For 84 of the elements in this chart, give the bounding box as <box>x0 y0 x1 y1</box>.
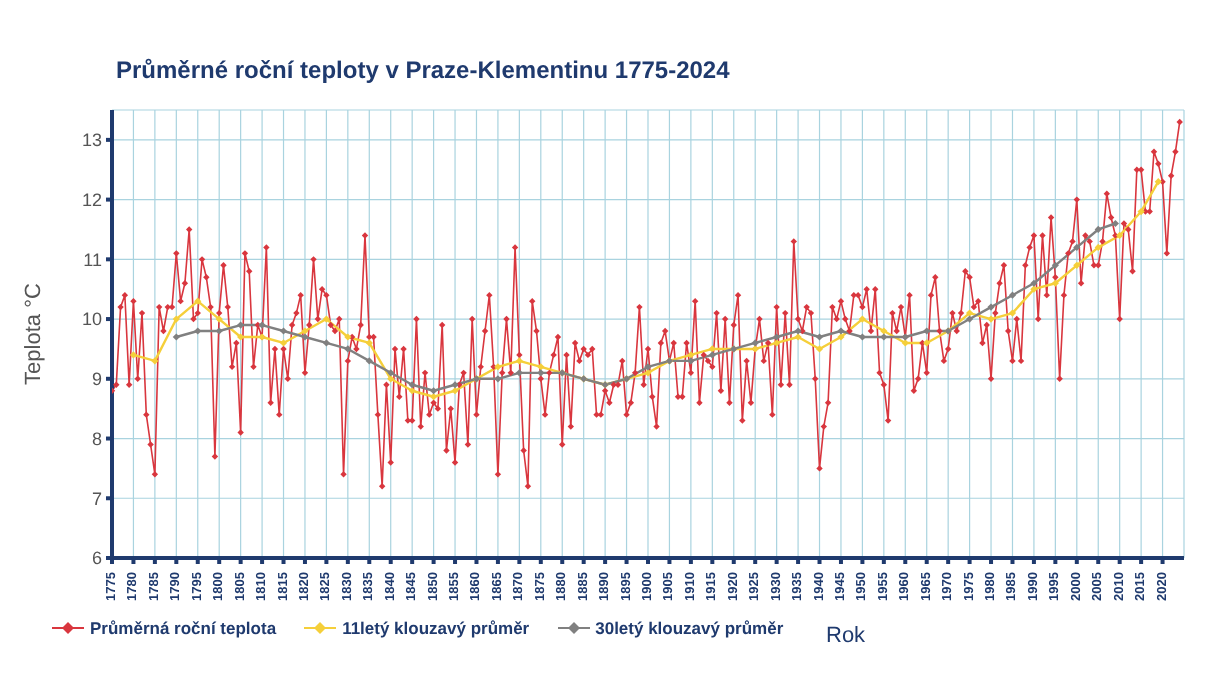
point <box>172 315 180 323</box>
point <box>451 381 459 389</box>
point <box>129 351 138 359</box>
point <box>301 333 309 341</box>
point <box>322 315 330 323</box>
y-tick-label: 12 <box>81 189 102 210</box>
point <box>1111 219 1119 228</box>
point <box>387 369 395 377</box>
point <box>279 327 288 335</box>
point <box>987 315 995 323</box>
point <box>858 333 866 341</box>
point <box>1094 243 1102 251</box>
point <box>1094 225 1102 234</box>
point <box>708 351 716 359</box>
point <box>515 369 523 377</box>
point <box>215 327 223 335</box>
point <box>1073 261 1081 269</box>
point <box>1030 285 1038 293</box>
point <box>1030 279 1038 287</box>
point <box>794 333 802 341</box>
point <box>494 375 502 383</box>
point <box>773 333 781 341</box>
point <box>537 363 545 371</box>
point <box>880 333 888 341</box>
point <box>258 321 266 329</box>
y-tick-label: 13 <box>81 130 102 151</box>
point <box>1008 309 1017 317</box>
point <box>1154 178 1162 186</box>
point <box>901 339 909 347</box>
point <box>322 339 330 347</box>
point <box>1116 231 1124 240</box>
legend-label: 30letý klouzavý průměr <box>595 618 784 638</box>
y-tick-label: 7 <box>91 488 102 509</box>
point <box>644 369 652 377</box>
point <box>430 393 438 401</box>
point <box>966 315 974 323</box>
y-tick-label: 11 <box>83 249 102 270</box>
line-series <box>172 219 1119 395</box>
point <box>515 357 523 365</box>
point <box>837 327 845 335</box>
y-tick-label: 10 <box>81 309 102 330</box>
point <box>451 387 459 395</box>
y-tick-label: 9 <box>91 369 102 390</box>
x-axis-title: Rok <box>826 624 866 648</box>
point <box>151 357 159 365</box>
point <box>966 309 974 317</box>
point <box>687 351 695 359</box>
y-tick-label: 8 <box>91 428 102 449</box>
point <box>365 339 373 347</box>
point <box>1073 243 1081 251</box>
point <box>1137 207 1145 216</box>
point <box>537 369 545 377</box>
point <box>751 339 759 347</box>
point <box>408 387 416 395</box>
point <box>815 333 824 341</box>
legend-label: 11letý klouzavý průměr <box>342 618 530 638</box>
point <box>1008 291 1017 299</box>
point <box>408 381 416 389</box>
point <box>1051 279 1059 287</box>
point <box>837 333 845 341</box>
point <box>172 333 180 341</box>
point <box>880 327 888 335</box>
y-axis-title: Teplota °C <box>21 283 46 385</box>
point <box>858 315 866 323</box>
point <box>279 339 288 347</box>
point <box>365 357 373 365</box>
y-tick-label: 6 <box>91 548 102 569</box>
point <box>215 315 223 323</box>
point <box>387 375 395 383</box>
point <box>194 297 202 305</box>
point <box>494 363 502 371</box>
legend-label: Průměrná roční teplota <box>90 618 277 638</box>
point <box>923 339 931 347</box>
point <box>987 303 995 311</box>
point <box>815 345 824 353</box>
point <box>687 357 695 365</box>
point <box>644 363 652 371</box>
point <box>773 339 781 347</box>
point <box>1051 261 1059 269</box>
point <box>301 327 309 335</box>
point <box>794 327 802 335</box>
point <box>430 387 438 395</box>
point <box>344 345 352 353</box>
chart-title: Průměrné roční teploty v Praze-Klementinu 1775-2024 <box>116 56 730 84</box>
